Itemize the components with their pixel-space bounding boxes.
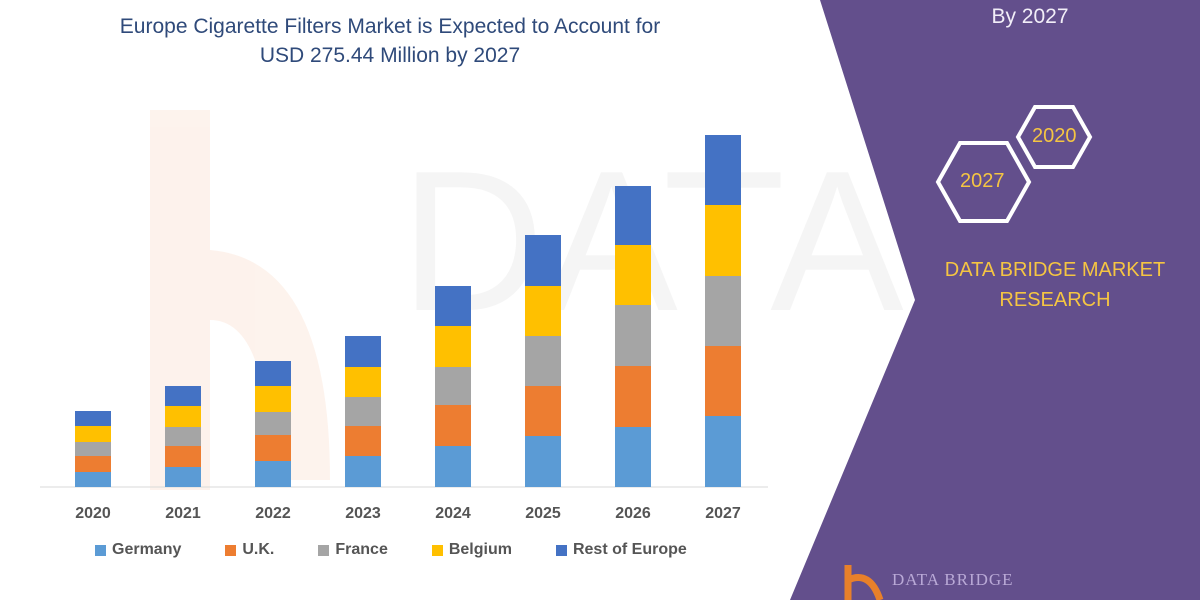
x-tick-2021: 2021 [165,505,201,522]
x-tick-2023: 2023 [345,505,381,522]
bar-2024-germany [435,446,471,487]
bar-2020-rest-of-europe [75,411,111,426]
bar-2023-germany [345,456,381,487]
brand-line-1: DATA BRIDGE MARKET [944,259,1166,281]
legend-item: Rest of Europe [555,541,687,559]
panel-heading: By 2027 [991,5,1069,28]
bar-2025-rest-of-europe [525,235,561,286]
bar-2022-germany [255,461,291,487]
legend-label: U.K. [242,541,275,558]
legend-label: France [335,541,388,558]
title-line-1: Europe Cigarette Filters Market is Expec… [119,15,661,38]
legend-swatch [95,544,106,556]
legend-label: Germany [112,541,182,558]
x-tick-2025: 2025 [525,505,561,522]
x-tick-2027: 2027 [705,505,741,522]
bar-2021-france [165,427,201,446]
bar-2021-belgium [165,406,201,427]
right-panel [790,0,1200,600]
bar-2024-rest-of-europe [435,286,471,326]
chart-title: Europe Cigarette Filters Market is Expec… [60,12,720,70]
bar-2020-belgium [75,426,111,442]
x-tick-2026: 2026 [615,505,651,522]
bar-2026-belgium [615,245,651,305]
bar-2027-belgium [705,205,741,276]
x-tick-2022: 2022 [255,505,291,522]
bar-2021-rest-of-europe [165,386,201,406]
bar-2023-belgium [345,367,381,397]
bar-2021-germany [165,467,201,487]
bar-2027-rest-of-europe [705,135,741,205]
bar-2024-u-k- [435,405,471,446]
bar-2027-germany [705,416,741,487]
logo-icon [844,565,884,600]
bar-2020-germany [75,472,111,487]
legend-item: U.K. [225,541,274,559]
bar-2024-belgium [435,326,471,367]
bars [75,135,741,487]
x-tick-labels: 2020 2021 2022 2023 2024 2025 2026 2027 [75,505,741,522]
legend-swatch [555,544,567,556]
bar-2023-rest-of-europe [345,336,381,367]
bar-2025-u-k- [525,386,561,436]
bar-2022-rest-of-europe [255,361,291,386]
bar-2023-u-k- [345,426,381,456]
legend: Germany U.K. France Belgium Rest of Europe [95,541,731,559]
hexagon-2020 [1015,105,1093,169]
legend-label: Rest of Europe [572,541,687,558]
bar-2027-u-k- [705,346,741,416]
title-line-2: USD 275.44 Million by 2027 [259,44,521,67]
bar-2026-u-k- [615,366,651,427]
legend-swatch [431,544,443,556]
bar-2021-u-k- [165,446,201,467]
legend-item: France [318,541,388,559]
bar-2023-france [345,397,381,426]
brand-line-2: RESEARCH [999,289,1111,311]
legend-label: Belgium [448,541,512,558]
bar-2025-france [525,336,561,386]
bar-2025-belgium [525,286,561,336]
bar-2022-france [255,412,291,435]
legend-item: Germany [95,541,181,559]
brand-name: DATA BRIDGE MARKET RESEARCH [905,255,1200,315]
legend-swatch [318,544,330,556]
x-tick-2020: 2020 [75,505,111,522]
hexagon-2027 [935,141,1032,223]
bar-2026-rest-of-europe [615,186,651,245]
bar-2026-france [615,305,651,366]
bar-2020-u-k- [75,456,111,472]
bar-2025-germany [525,436,561,487]
hex-label-2027: 2027 [960,170,1005,192]
bar-2020-france [75,442,111,456]
bar-2024-france [435,367,471,405]
bar-2022-u-k- [255,435,291,461]
x-tick-2024: 2024 [435,505,471,522]
bar-2022-belgium [255,386,291,412]
bar-2027-france [705,276,741,346]
legend-swatch [225,544,237,556]
logo-text: DATA BRIDGE [892,570,1014,589]
hex-label-2020: 2020 [1032,125,1077,147]
legend-item: Belgium [431,541,512,559]
bar-2026-germany [615,427,651,487]
